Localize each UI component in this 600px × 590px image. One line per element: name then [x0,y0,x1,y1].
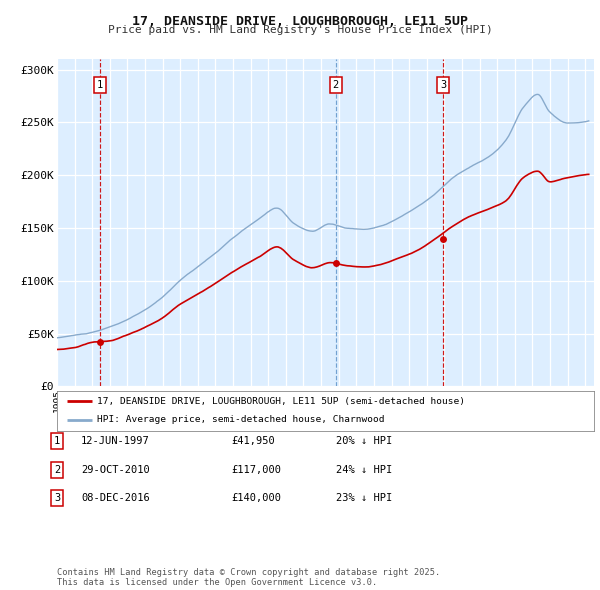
Text: 24% ↓ HPI: 24% ↓ HPI [336,465,392,474]
Text: HPI: Average price, semi-detached house, Charnwood: HPI: Average price, semi-detached house,… [97,415,385,424]
Text: 08-DEC-2016: 08-DEC-2016 [81,493,150,503]
Text: 1: 1 [97,80,103,90]
Text: 2: 2 [332,80,339,90]
Text: 3: 3 [54,493,60,503]
Text: 1: 1 [54,437,60,446]
Text: £140,000: £140,000 [231,493,281,503]
Text: Price paid vs. HM Land Registry's House Price Index (HPI): Price paid vs. HM Land Registry's House … [107,25,493,35]
Text: 29-OCT-2010: 29-OCT-2010 [81,465,150,474]
Text: 17, DEANSIDE DRIVE, LOUGHBOROUGH, LE11 5UP (semi-detached house): 17, DEANSIDE DRIVE, LOUGHBOROUGH, LE11 5… [97,397,465,406]
Text: £41,950: £41,950 [231,437,275,446]
Text: 3: 3 [440,80,446,90]
Text: Contains HM Land Registry data © Crown copyright and database right 2025.
This d: Contains HM Land Registry data © Crown c… [57,568,440,587]
Text: 20% ↓ HPI: 20% ↓ HPI [336,437,392,446]
Text: 23% ↓ HPI: 23% ↓ HPI [336,493,392,503]
Text: 2: 2 [54,465,60,474]
Text: 17, DEANSIDE DRIVE, LOUGHBOROUGH, LE11 5UP: 17, DEANSIDE DRIVE, LOUGHBOROUGH, LE11 5… [132,15,468,28]
Text: 12-JUN-1997: 12-JUN-1997 [81,437,150,446]
Text: £117,000: £117,000 [231,465,281,474]
